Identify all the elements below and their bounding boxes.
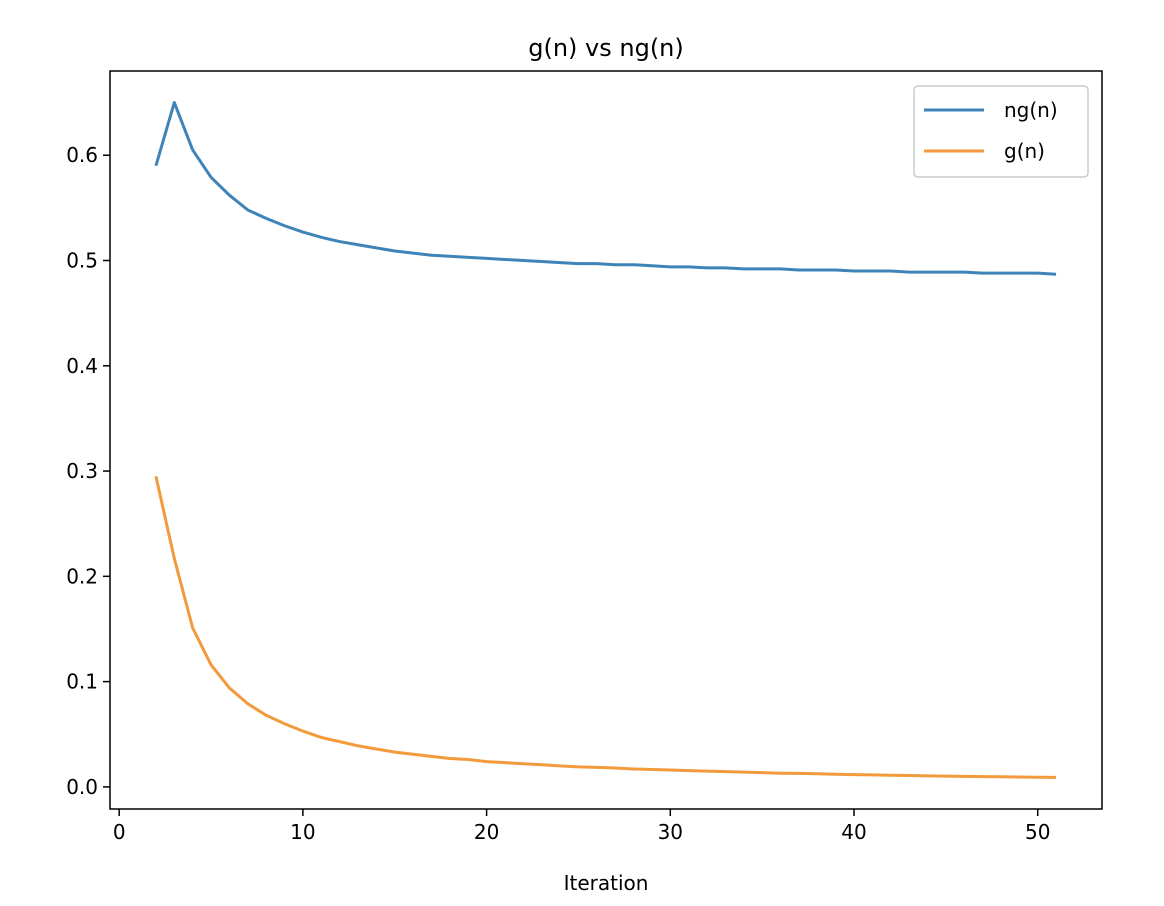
legend-label-0: ng(n) (1004, 98, 1058, 122)
x-tick-label: 30 (658, 820, 683, 844)
x-axis-label: Iteration (564, 871, 649, 895)
y-tick-label: 0.1 (66, 670, 98, 694)
series-line-0 (154, 101, 1057, 276)
y-tick-label: 0.2 (66, 564, 98, 588)
chart-title: g(n) vs ng(n) (528, 34, 684, 62)
plot-area (154, 101, 1057, 779)
x-tick-label: 10 (290, 820, 315, 844)
x-tick-label: 50 (1025, 820, 1050, 844)
legend-box (913, 85, 1089, 178)
x-axis: 0 10 20 30 40 50 (113, 809, 1050, 844)
axes-frame (109, 70, 1103, 810)
y-tick-label: 0.6 (66, 143, 98, 167)
y-tick-label: 0.0 (66, 775, 98, 799)
y-tick-label: 0.4 (66, 354, 98, 378)
y-axis: 0.0 0.1 0.2 0.3 0.4 0.5 0.6 (66, 143, 110, 799)
x-tick-label: 20 (474, 820, 499, 844)
x-tick-label: 40 (841, 820, 866, 844)
legend-label-1: g(n) (1004, 139, 1045, 163)
x-tick-label: 0 (113, 820, 126, 844)
legend: ng(n) g(n) (913, 85, 1089, 178)
y-tick-label: 0.5 (66, 249, 98, 273)
y-tick-label: 0.3 (66, 459, 98, 483)
series-line-1 (154, 475, 1057, 779)
